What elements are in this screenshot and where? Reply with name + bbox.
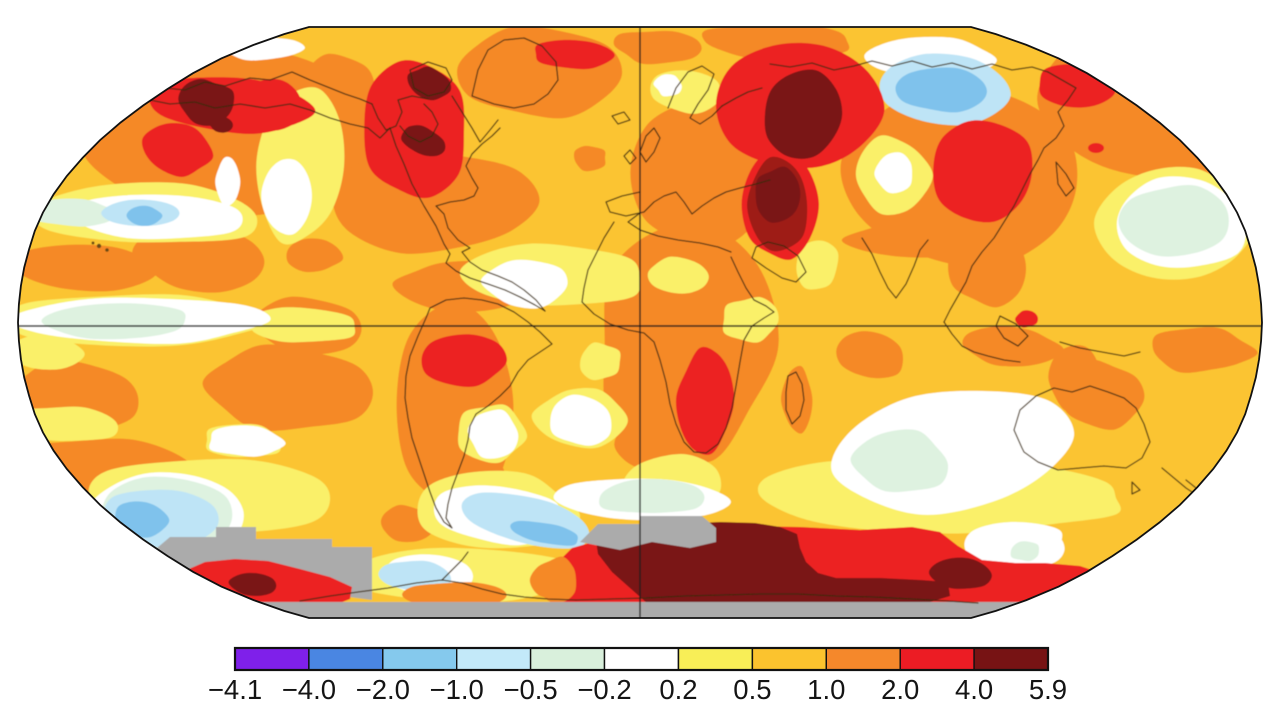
svg-text:−0.5: −0.5 (503, 674, 557, 705)
svg-text:4.0: 4.0 (955, 674, 993, 705)
svg-text:0.2: 0.2 (659, 674, 697, 705)
svg-text:0.5: 0.5 (733, 674, 771, 705)
svg-text:5.9: 5.9 (1029, 674, 1067, 705)
svg-text:−0.2: −0.2 (577, 674, 631, 705)
svg-text:1.0: 1.0 (807, 674, 845, 705)
svg-text:−4.1: −4.1 (208, 674, 262, 705)
svg-text:−1.0: −1.0 (430, 674, 484, 705)
svg-text:−2.0: −2.0 (356, 674, 410, 705)
svg-text:2.0: 2.0 (881, 674, 919, 705)
svg-text:−4.0: −4.0 (282, 674, 336, 705)
